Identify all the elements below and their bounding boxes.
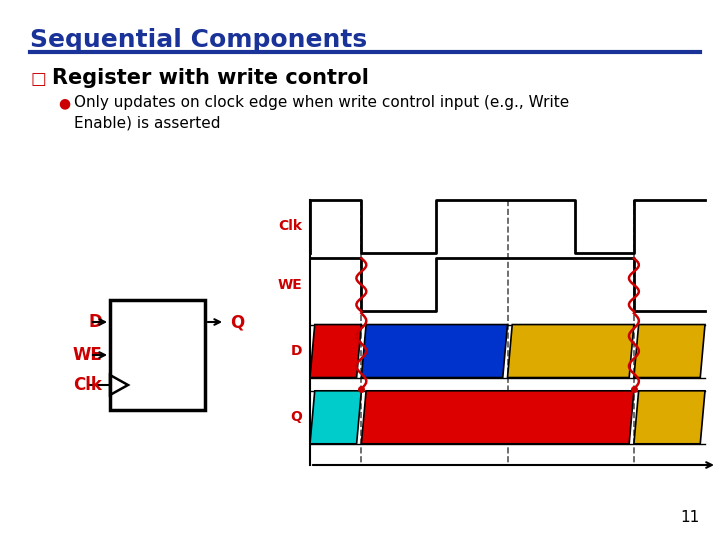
Polygon shape — [361, 391, 634, 444]
Polygon shape — [634, 325, 705, 377]
Text: Clk: Clk — [73, 376, 102, 394]
Polygon shape — [361, 325, 508, 377]
Text: Clk: Clk — [278, 219, 302, 233]
Text: WE: WE — [277, 278, 302, 292]
Text: ●: ● — [58, 96, 70, 110]
Text: D: D — [89, 313, 102, 331]
Polygon shape — [310, 391, 361, 444]
Text: Register with write control: Register with write control — [52, 68, 369, 88]
Text: □: □ — [30, 70, 46, 88]
Text: Sequential Components: Sequential Components — [30, 28, 367, 52]
Polygon shape — [634, 391, 705, 444]
Text: 11: 11 — [680, 510, 700, 525]
Text: Only updates on clock edge when write control input (e.g., Write
Enable) is asse: Only updates on clock edge when write co… — [74, 95, 570, 131]
Text: D: D — [290, 344, 302, 358]
Text: Q: Q — [290, 410, 302, 424]
Text: WE: WE — [72, 346, 102, 364]
Bar — [110, 300, 205, 410]
Text: Q: Q — [230, 313, 244, 331]
Polygon shape — [310, 325, 361, 377]
Polygon shape — [508, 325, 634, 377]
